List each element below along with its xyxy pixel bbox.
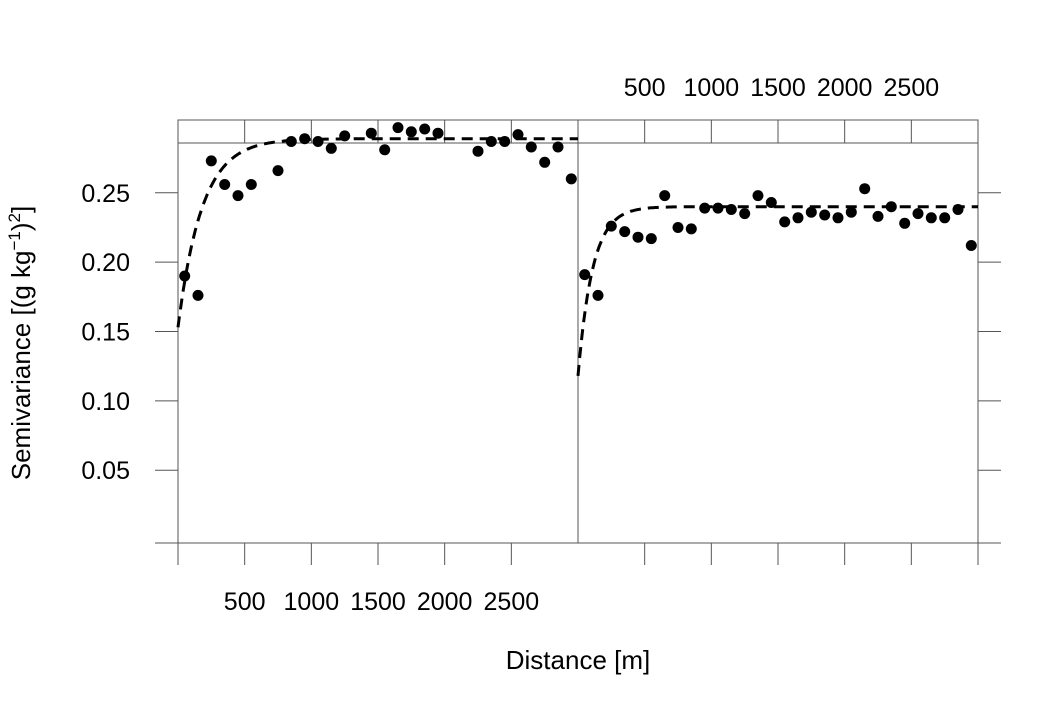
data-point-right [579,269,591,281]
y-tick-label: 0.10 [81,388,130,416]
data-point-left [219,179,231,190]
data-point-right [885,201,897,213]
model-curve-left [176,137,578,328]
data-point-left [365,127,377,139]
data-point-right [605,220,617,232]
x-tick-label-bottom: 2500 [484,588,540,616]
data-point-left [565,173,577,185]
data-point-left [379,144,391,156]
plot-frame [155,119,1001,565]
data-point-left [485,136,497,147]
data-point-left [512,129,524,141]
x-tick-label-bottom: 1000 [284,588,340,616]
data-point-right [872,210,884,222]
data-point-left [552,141,564,153]
data-point-right [659,190,671,202]
data-point-right [685,223,697,235]
data-point-right [939,212,951,224]
data-point-left [232,190,244,202]
x-tick-label-top: 2500 [884,74,940,102]
y-axis-label-end: ] [6,206,36,213]
data-point-left [539,156,551,168]
data-point-right [859,183,871,195]
data-point-left [325,142,337,154]
x-axis-label: Distance [m] [506,645,651,675]
y-tick-label: 0.15 [81,319,130,347]
x-tick-label-bottom: 500 [224,588,266,616]
data-point-left [525,141,537,153]
data-point-right [832,212,844,224]
data-point-left [245,179,257,190]
data-point-left [179,270,191,282]
x-tick-label-bottom: 1500 [350,588,406,616]
data-point-left [472,145,484,157]
y-tick-label: 0.25 [81,180,130,208]
y-axis-label-mid: ) [6,222,36,231]
data-point-left [339,130,351,142]
data-point-right [752,190,764,202]
axes: 0.05 0.10 0.15 0.20 0.25 500 500 1000 1000 1500 15… [81,74,1001,616]
data-point-right [805,206,817,218]
data-point-right [712,202,724,214]
data-point-left [432,127,444,139]
x-tick-label-top: 500 [624,74,666,102]
data-point-right [792,212,804,224]
y-tick-label: 0.05 [81,457,130,485]
data-point-right [672,222,684,233]
y-axis-label-sup2: 2 [5,213,24,222]
data-point-left [299,133,311,145]
data-point-left [205,155,217,167]
data-point-right [619,226,631,238]
data-point-right [965,240,977,251]
data-point-right [912,208,924,220]
data-point-left [285,136,297,147]
model-curves [176,137,978,377]
data-point-left [392,122,404,134]
data-point-left [405,126,417,138]
data-point-right [739,208,751,220]
data-points [179,122,977,301]
y-axis-label-sup1: −1 [5,231,24,250]
data-point-right [779,216,791,228]
x-tick-label-bottom: 2000 [417,588,473,616]
y-axis-label: Semivariance [(g kg−1)2] [5,206,36,481]
data-point-left [192,289,204,301]
data-point-left [419,123,431,135]
x-tick-label-top: 1000 [684,74,740,102]
data-point-right [952,204,964,215]
model-curve-right [576,205,978,377]
data-point-right [725,204,737,215]
data-point-right [699,202,711,214]
data-point-left [272,165,284,177]
data-point-left [499,136,511,147]
y-axis-label-base: Semivariance [(g kg [6,251,36,481]
panel-border-left [177,119,579,544]
data-point-right [899,217,911,229]
data-point-right [925,212,937,224]
data-point-right [765,197,777,208]
panel-border-right [577,119,979,544]
data-point-right [645,233,657,245]
x-tick-label-top: 2000 [817,74,873,102]
data-point-right [632,231,644,243]
data-point-left [312,136,324,147]
x-tick-label-top: 1500 [750,74,806,102]
data-point-right [819,209,831,221]
data-point-right [845,206,857,218]
y-tick-label: 0.20 [81,249,130,277]
data-point-right [592,289,604,301]
